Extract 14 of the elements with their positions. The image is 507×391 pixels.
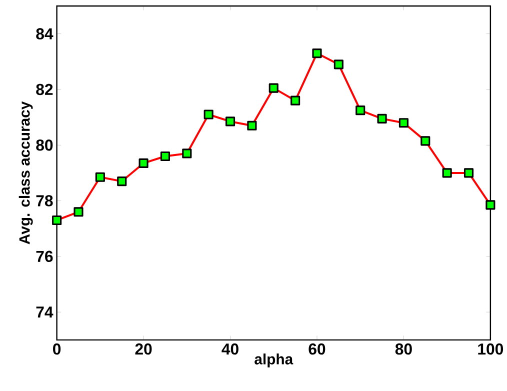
y-tick-label: 76 [36, 250, 53, 262]
y-axis-title: Avg. class accuracy [18, 102, 33, 244]
x-axis-title: alpha [254, 354, 294, 368]
x-tick-label: 0 [53, 344, 61, 355]
y-tick-label: 84 [36, 28, 54, 40]
y-tick-label: 78 [36, 195, 53, 207]
x-tick-label: 100 [478, 344, 504, 355]
x-tick-label: 20 [135, 344, 152, 355]
y-tick-label: 80 [36, 140, 53, 151]
x-tick-label: 80 [395, 344, 412, 355]
y-tick-label: 82 [36, 84, 53, 96]
x-tick-label: 40 [222, 344, 238, 355]
x-tick-label: 60 [308, 344, 326, 355]
y-tick-label: 74 [36, 306, 54, 318]
